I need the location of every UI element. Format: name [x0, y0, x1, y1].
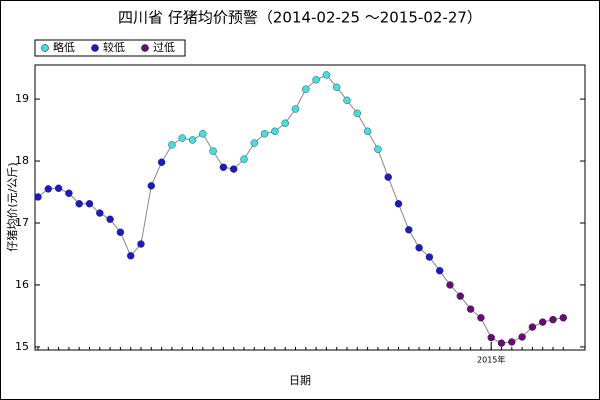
point	[44, 185, 52, 193]
point	[322, 71, 331, 79]
point	[291, 105, 300, 113]
point	[106, 215, 114, 223]
legend-label: 略低	[53, 40, 75, 54]
point	[126, 252, 135, 260]
y-tick-label: 16	[15, 278, 29, 291]
point	[281, 119, 289, 127]
point	[539, 318, 547, 326]
point	[436, 266, 444, 275]
point	[199, 130, 207, 138]
point	[240, 155, 248, 163]
point	[168, 141, 176, 149]
point	[85, 200, 94, 208]
y-axis-label: 仔猪均价(元/公斤)	[6, 162, 19, 251]
point	[137, 240, 145, 248]
legend-marker	[141, 44, 149, 52]
line	[37, 74, 564, 344]
point	[415, 244, 423, 252]
y-tick-label: 19	[15, 92, 29, 105]
point	[497, 339, 506, 347]
point	[549, 315, 557, 324]
point	[446, 281, 454, 289]
point	[374, 145, 382, 153]
x-tick-label: 2015年	[477, 355, 505, 365]
point	[229, 165, 238, 173]
point	[343, 96, 351, 105]
y-tick-label: 15	[15, 340, 29, 353]
point	[333, 83, 341, 92]
point	[157, 158, 166, 166]
point	[209, 147, 217, 155]
legend-marker	[41, 44, 49, 52]
legend-box	[34, 39, 186, 57]
y-tick-label: 17	[15, 216, 29, 229]
point	[219, 163, 228, 171]
point	[384, 173, 392, 181]
point	[477, 314, 485, 322]
point	[96, 209, 104, 217]
point	[116, 228, 125, 236]
point	[518, 333, 526, 341]
point	[528, 323, 537, 331]
point	[54, 184, 63, 192]
legend-label: 过低	[153, 41, 175, 54]
point	[394, 200, 403, 208]
point	[487, 333, 495, 342]
point	[147, 182, 156, 190]
plot-area	[34, 64, 586, 351]
point	[260, 130, 269, 138]
chart-title: 四川省 仔猪均价预警（2014-02-25 ～2015-02-27）	[118, 9, 482, 27]
point	[466, 305, 475, 313]
y-tick-label: 18	[15, 154, 29, 167]
point	[353, 109, 361, 118]
point	[425, 253, 434, 261]
point	[271, 127, 279, 135]
point	[405, 226, 413, 234]
point	[250, 139, 259, 147]
point	[75, 200, 83, 208]
legend-label: 较低	[103, 40, 125, 54]
point	[188, 136, 197, 144]
point	[363, 127, 372, 135]
point	[65, 189, 73, 197]
point	[312, 76, 320, 84]
point	[178, 134, 186, 142]
point	[456, 292, 464, 300]
point	[34, 193, 42, 201]
legend-marker	[91, 44, 99, 52]
point	[302, 85, 310, 93]
point	[508, 338, 516, 346]
point	[559, 314, 567, 322]
x-axis-label: 日期	[289, 374, 311, 387]
